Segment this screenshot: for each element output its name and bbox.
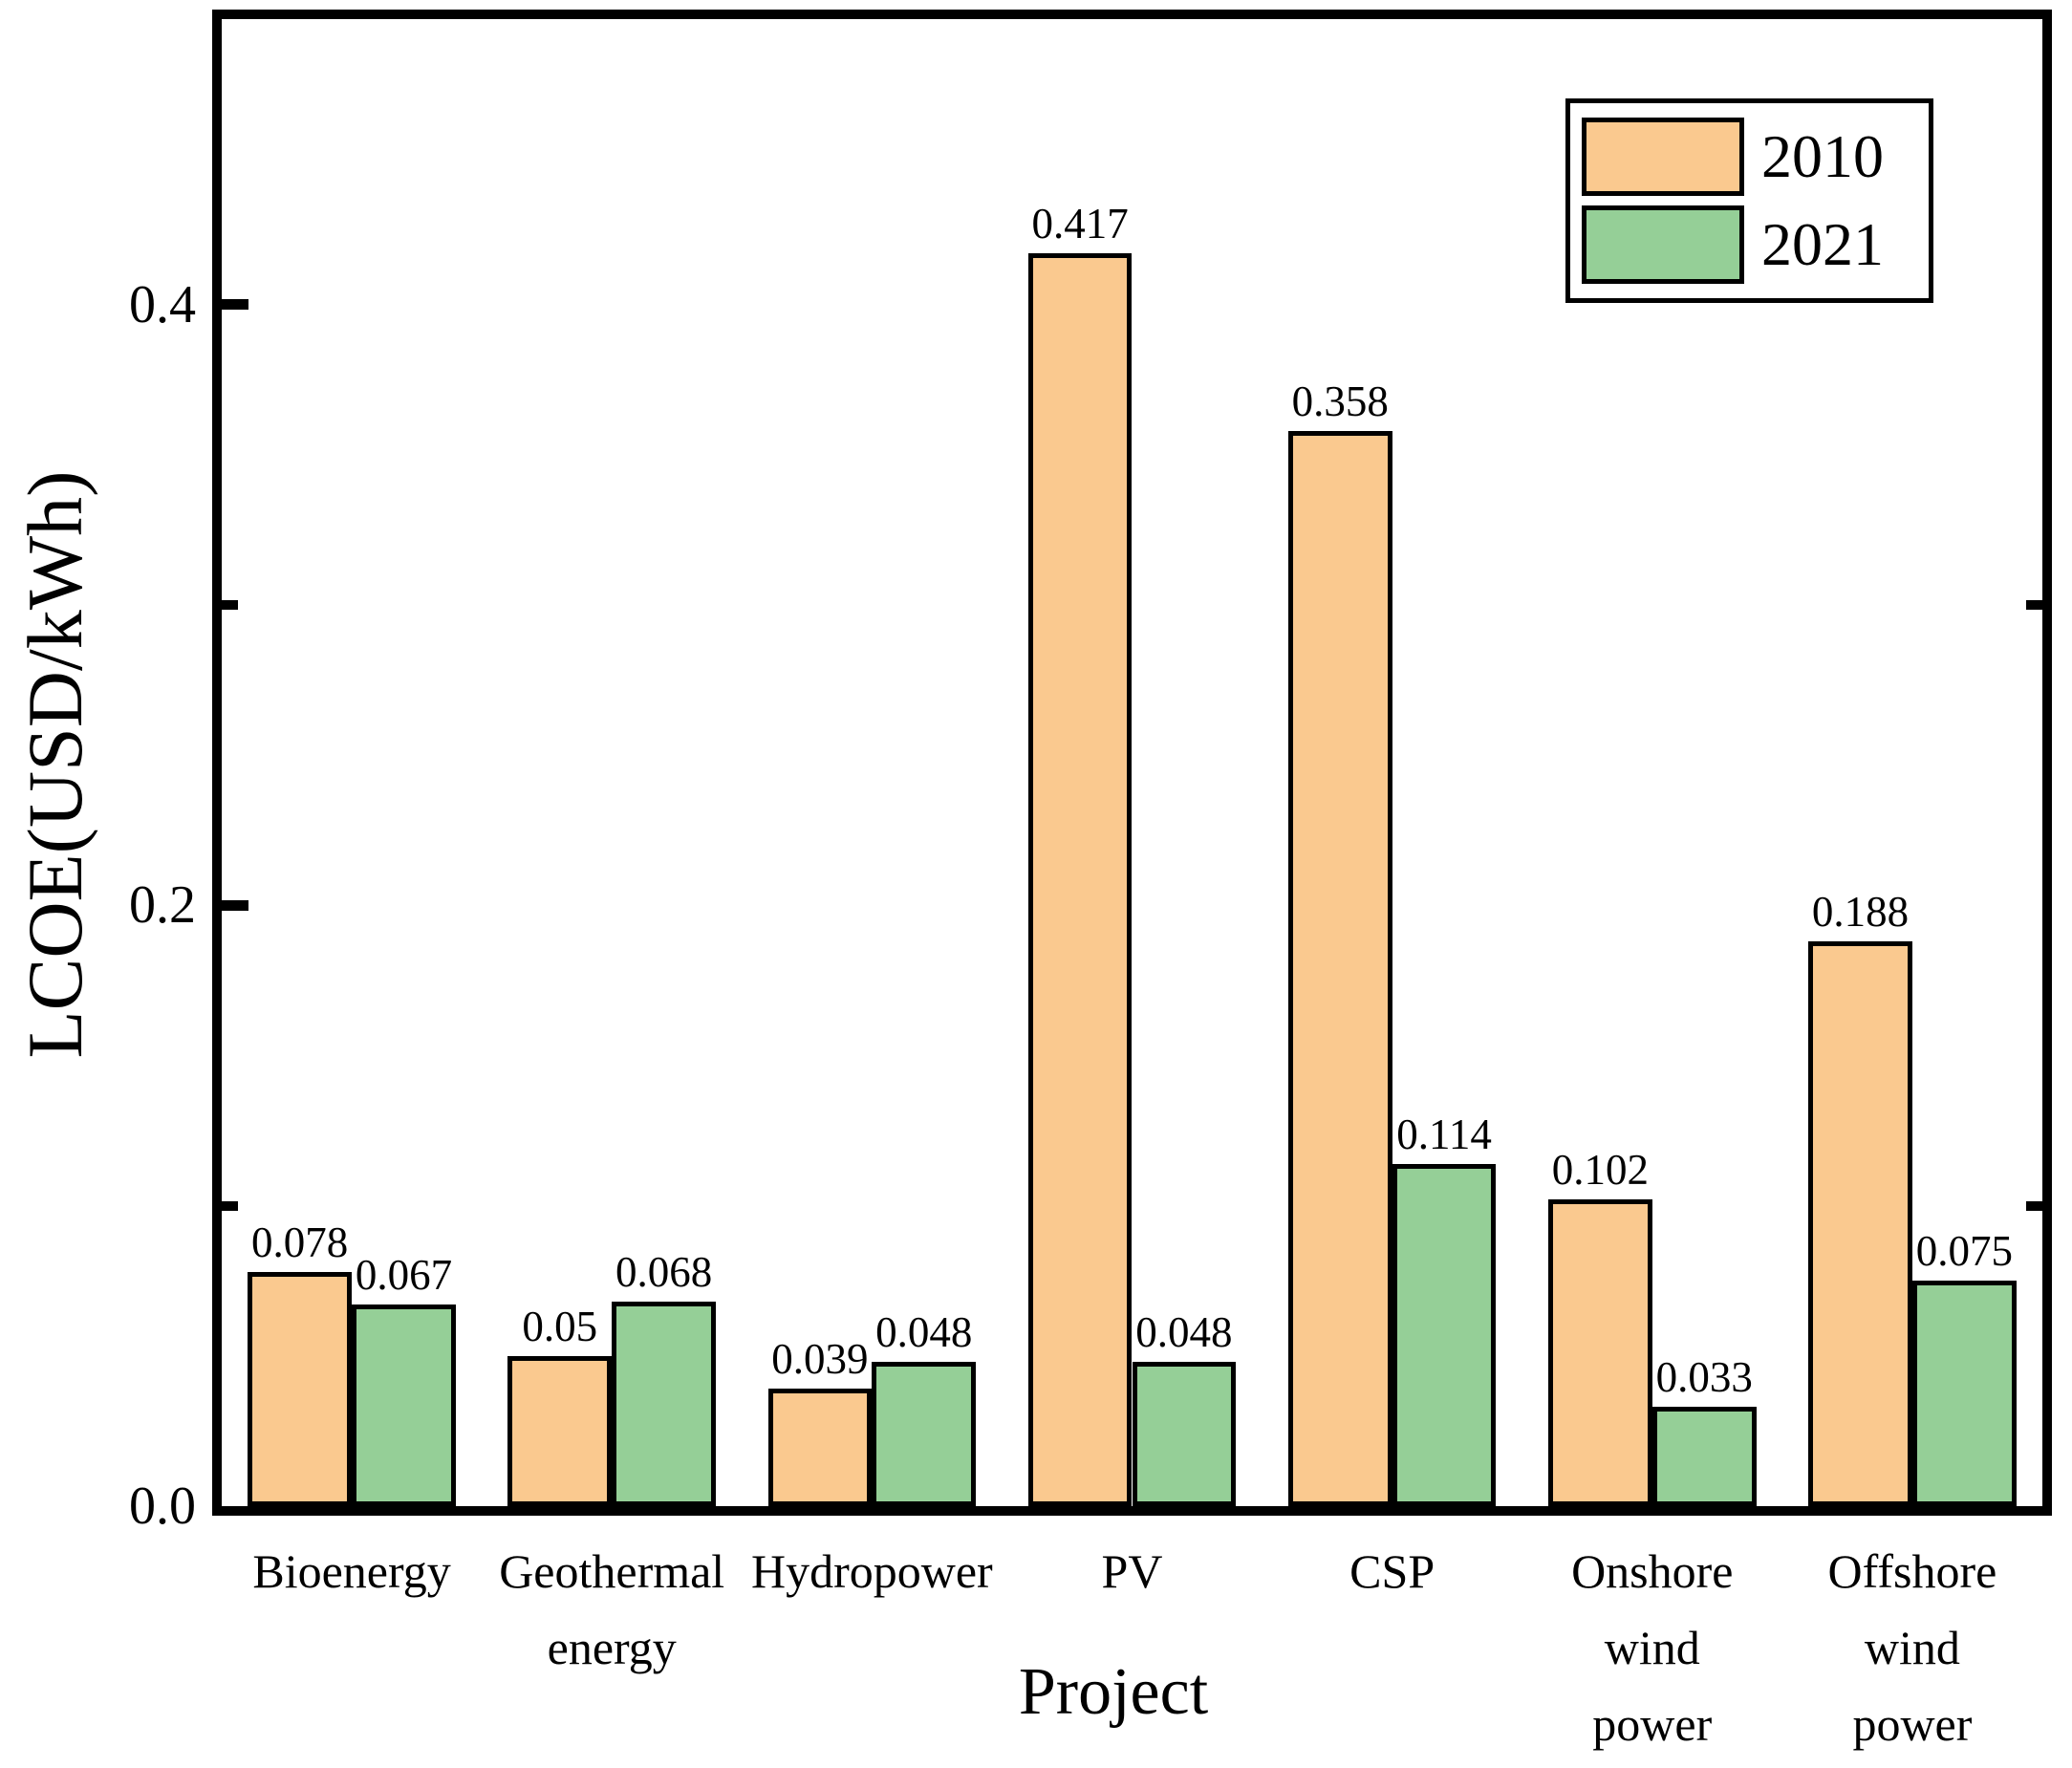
x-axis-title: Project [1018,1655,1209,1729]
bar [1547,1199,1652,1506]
bar-value-label: 0.078 [251,1218,349,1266]
bar [612,1302,717,1506]
x-category-line: Offshore [1827,1544,1997,1598]
x-category-label: Offshore wind power [1759,1533,2065,1762]
y-major-tick [222,899,248,911]
x-category-line: power [1592,1697,1713,1751]
bar-value-label: 0.068 [615,1248,713,1297]
bar-value-label: 0.075 [1915,1227,2013,1276]
bar-value-label: 0.039 [771,1335,869,1384]
legend-entry-label: 2010 [1761,122,1884,190]
bar-value-label: 0.067 [355,1251,453,1300]
x-category-label: CSP [1240,1533,1545,1609]
y-minor-tick [222,599,238,610]
x-category-label: Hydropower [719,1533,1025,1609]
y-tick-label: 0.0 [129,1477,196,1536]
bar-value-label: 0.417 [1031,200,1129,248]
legend-entry-label: 2021 [1761,210,1884,278]
bar-value-label: 0.048 [1135,1308,1233,1357]
x-category-line: Bioenergy [252,1544,451,1598]
bar [1132,1362,1237,1506]
bar-value-label: 0.05 [522,1302,598,1350]
x-category-label: PV [980,1533,1285,1609]
x-category-line: CSP [1349,1544,1435,1598]
bar [1911,1281,2017,1506]
y-axis-title: LCOE(USD/kWh) [11,470,98,1059]
bar [1027,253,1133,1506]
y-minor-tick [2026,1200,2042,1211]
bar [1808,941,1912,1506]
bar [1287,430,1392,1506]
x-category-line: Onshore [1571,1544,1734,1598]
x-category-line: power [1852,1697,1973,1751]
x-category-line: wind [1864,1621,1960,1674]
x-category-line: Geothermal [499,1544,725,1598]
bar [248,1271,353,1506]
legend-row: 2021 [1582,205,1917,284]
x-category-line: energy [547,1621,677,1674]
x-category-line: PV [1101,1544,1163,1598]
y-tick-label: 0.2 [129,875,196,936]
y-major-tick [222,299,248,311]
legend-swatch [1582,205,1744,284]
x-category-line: Hydropower [750,1544,993,1598]
bar-value-label: 0.114 [1396,1110,1492,1158]
bar [507,1355,613,1506]
x-category-label: Onshore wind power [1500,1533,1805,1762]
bar-value-label: 0.048 [875,1308,973,1357]
bar [1392,1163,1497,1506]
y-minor-tick [2026,599,2042,610]
y-minor-tick [222,1200,238,1211]
bar [767,1389,873,1506]
legend: 2010 2021 [1565,98,1933,303]
bar [1651,1407,1757,1506]
legend-row: 2010 [1582,118,1917,196]
bar-value-label: 0.102 [1551,1146,1649,1195]
bar [872,1362,977,1506]
plot-area: 0.078 0.05 0.039 0.417 0.358 0.102 0.188 0.067 0… [212,10,2052,1516]
x-category-label: Geothermal energy [459,1533,765,1686]
bar-value-label: 0.358 [1291,377,1389,425]
y-tick-label: 0.4 [129,274,196,334]
legend-swatch [1582,118,1744,196]
x-category-label: Bioenergy [199,1533,505,1609]
bar-value-label: 0.033 [1655,1353,1753,1402]
bar [352,1304,456,1506]
x-category-line: wind [1604,1621,1700,1674]
bar-value-label: 0.188 [1811,888,1910,937]
